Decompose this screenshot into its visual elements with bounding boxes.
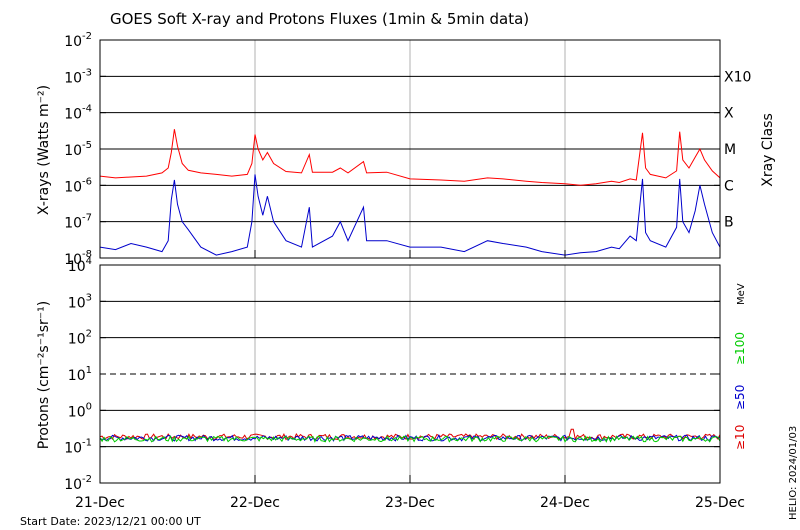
xray-class-label: B: [724, 215, 734, 231]
xray-class-label: X10: [724, 69, 751, 85]
time-tick-label: 23-Dec: [385, 495, 435, 511]
time-tick-label: 25-Dec: [695, 495, 745, 511]
xray-class-label: C: [724, 178, 734, 194]
xray-short-series: [99, 174, 721, 256]
xray-class-label: M: [724, 142, 736, 158]
proton-y-tick-label: 100: [68, 401, 92, 420]
proton-series-3: [99, 435, 721, 443]
helio-side-label: HELIO: 2024/01/03: [788, 426, 799, 520]
xray-y-tick-label: 10-3: [64, 67, 92, 86]
proton-y-tick-label: 102: [68, 329, 92, 348]
chart-title: GOES Soft X-ray and Protons Fluxes (1min…: [110, 10, 529, 28]
proton-y-tick-label: 104: [68, 256, 92, 275]
time-tick-label: 24-Dec: [540, 495, 590, 511]
xray-long-series: [99, 129, 721, 186]
xray-y-tick-label: 10-2: [64, 31, 92, 50]
proton-y-axis-label: Protons (cm⁻²s⁻¹sr⁻¹): [36, 301, 52, 450]
xray-y-tick-label: 10-7: [64, 213, 92, 232]
time-axis: 21-Dec 22-Dec 23-Dec 24-Dec 25-Dec: [75, 250, 745, 511]
xray-y-tick-label: 10-8: [64, 249, 92, 268]
proton-legend-item: ≥10: [733, 425, 747, 450]
proton-panel: 104 103 102 101 100 10-1 10-2 Protons (cm⁻²s⁻¹s…: [36, 256, 747, 493]
time-tick-label: 22-Dec: [230, 495, 280, 511]
xray-y-axis-label: X-rays (Watts m⁻²): [36, 85, 52, 215]
proton-y-tick-label: 101: [68, 365, 92, 384]
xray-y-tick-label: 10-6: [64, 176, 92, 195]
time-tick-label: 21-Dec: [75, 495, 125, 511]
proton-y-tick-label: 10-1: [64, 438, 92, 457]
xray-class-axis-label: Xray Class: [760, 113, 776, 187]
proton-y-tick-label: 103: [68, 292, 92, 311]
start-date-label: Start Date: 2023/12/21 00:00 UT: [20, 515, 201, 528]
mev-unit-label: MeV: [736, 283, 747, 305]
xray-panel: X10 X M C B 10-2 10-3 10-4 10-5 10-6 10-7 10-8 X-ray…: [36, 31, 776, 268]
xray-y-tick-label: 10-5: [64, 140, 92, 159]
xray-y-tick-label: 10-4: [64, 104, 92, 123]
proton-y-tick-label: 10-2: [64, 474, 92, 493]
xray-class-label: X: [724, 106, 734, 122]
proton-legend-item: ≥50: [733, 385, 747, 410]
proton-legend-item: ≥100: [733, 332, 747, 365]
